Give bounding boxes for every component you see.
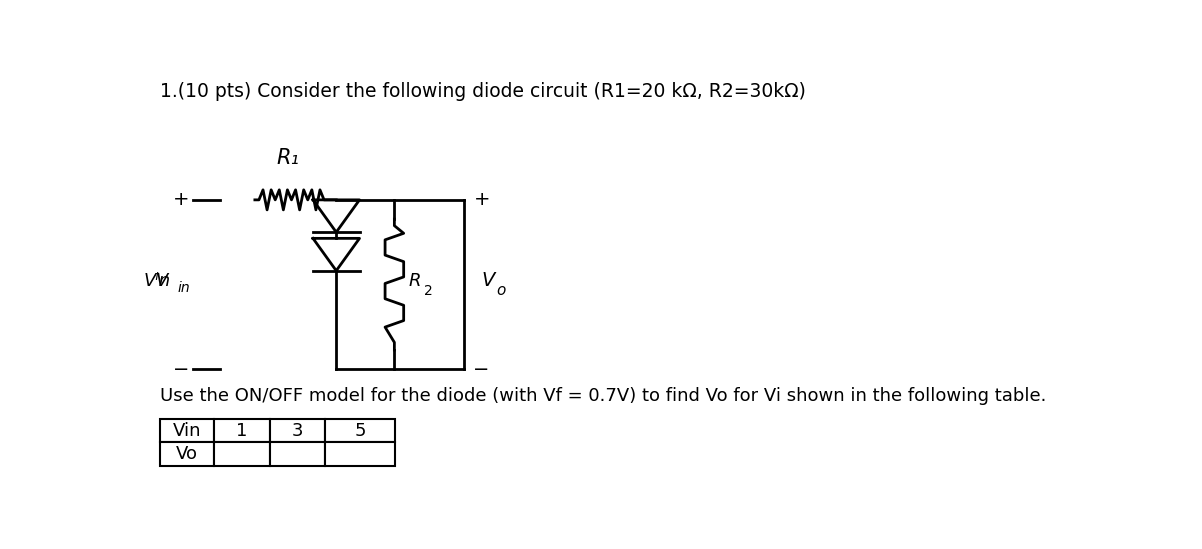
Text: +: + xyxy=(474,191,490,209)
Text: in: in xyxy=(178,282,190,295)
Text: −: − xyxy=(474,360,489,379)
Text: R: R xyxy=(409,272,421,290)
Text: 1: 1 xyxy=(236,422,248,440)
Text: Vᴵn: Vᴵn xyxy=(144,272,171,290)
Text: Vin: Vin xyxy=(172,422,201,440)
Text: V: V xyxy=(481,271,494,290)
Bar xyxy=(269,419,326,442)
Text: +: + xyxy=(173,191,189,209)
Text: −: − xyxy=(173,360,189,379)
Text: o: o xyxy=(496,283,506,298)
Text: R₁: R₁ xyxy=(276,148,299,167)
Text: 2: 2 xyxy=(424,284,433,298)
Bar xyxy=(160,442,214,466)
Bar xyxy=(160,419,214,442)
Bar xyxy=(269,442,326,466)
Bar xyxy=(326,442,395,466)
Bar xyxy=(214,442,269,466)
Text: V: V xyxy=(156,272,168,290)
Bar xyxy=(214,419,269,442)
Text: 1.(10 pts) Consider the following diode circuit (R1=20 kΩ, R2=30kΩ): 1.(10 pts) Consider the following diode … xyxy=(160,82,805,101)
Text: Use the ON/OFF model for the diode (with Vf = 0.7V) to find Vo for Vi shown in t: Use the ON/OFF model for the diode (with… xyxy=(160,387,1046,405)
Text: 3: 3 xyxy=(292,422,303,440)
Text: 5: 5 xyxy=(355,422,367,440)
Bar xyxy=(326,419,395,442)
Text: Vo: Vo xyxy=(175,445,197,463)
